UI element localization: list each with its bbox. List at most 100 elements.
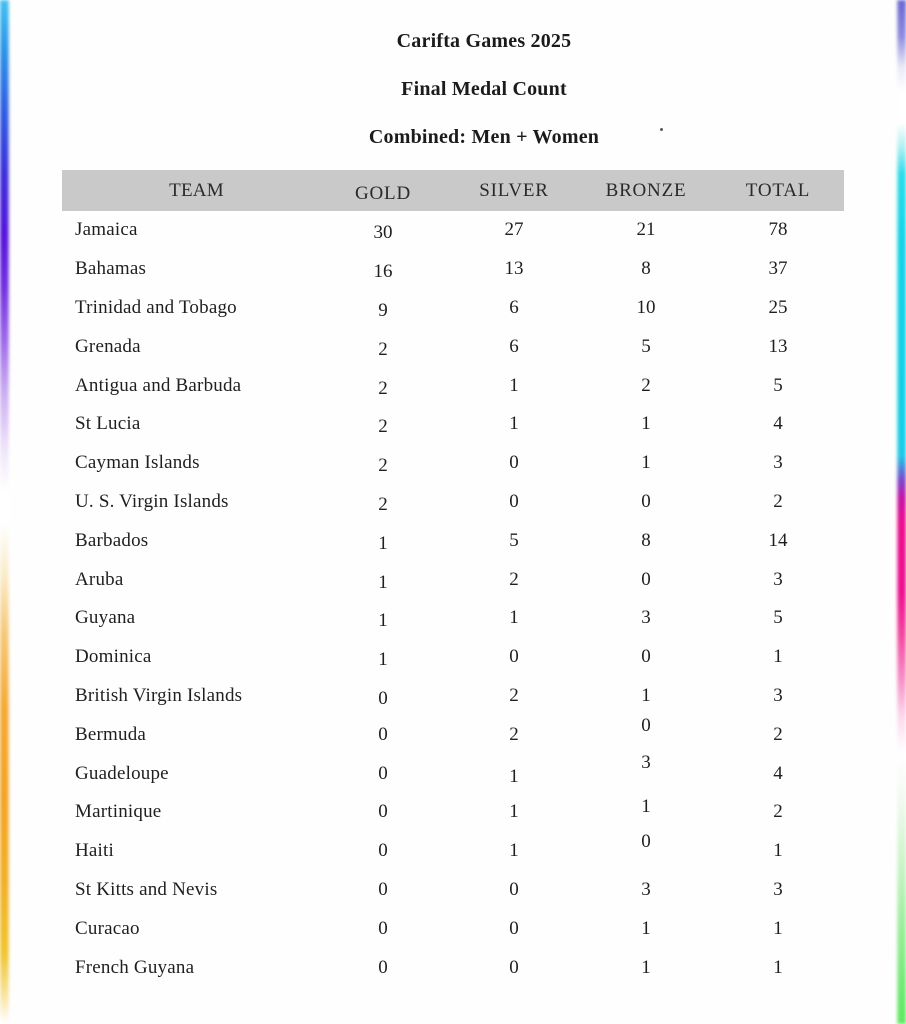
gold-value: 0 [378,723,388,745]
total-value: 1 [773,646,783,668]
silver-value: 1 [509,413,519,435]
team-value: Jamaica [75,219,138,241]
table-row: Aruba 1 2 0 3 [62,560,844,599]
gold-value: 30 [373,222,393,244]
silver-value: 2 [509,568,519,590]
table-row: Trinidad and Tobago 9 6 10 25 [62,289,844,328]
silver-value: 1 [509,374,519,396]
team-value: Bermuda [75,723,147,745]
silver-value: 1 [509,607,519,629]
silver-value: 5 [509,529,519,551]
gold-value: 1 [378,610,388,632]
silver-value: 6 [509,296,519,318]
bronze-value: 1 [641,413,651,435]
silver-count-cell: 1 [448,413,580,435]
silver-count-cell: 1 [448,840,580,862]
silver-value: 6 [509,335,519,357]
bronze-value: 8 [641,529,651,551]
team-value: U. S. Virgin Islands [75,490,229,512]
silver-count-cell: 0 [448,452,580,474]
bronze-count-cell: 3 [580,607,712,629]
bronze-count-cell: 8 [580,258,712,280]
total-count-cell: 1 [712,646,844,668]
table-row: Barbados 1 5 8 14 [62,521,844,560]
gold-value: 0 [378,878,388,900]
team-value: Guyana [75,607,136,629]
gold-count-cell: 9 [318,297,448,321]
gold-count-cell: 0 [318,724,448,746]
total-count-cell: 4 [712,763,844,785]
silver-count-cell: 0 [448,646,580,668]
total-value: 4 [773,413,783,435]
team-name-cell: Cayman Islands [62,452,318,474]
gold-count-cell: 1 [318,530,448,554]
gold-count-cell: 0 [318,685,448,709]
silver-count-cell: 1 [448,375,580,397]
total-value: 5 [773,374,783,396]
gold-count-cell: 16 [318,258,448,282]
gold-value: 1 [378,571,388,593]
table-row: British Virgin Islands 0 2 1 3 [62,677,844,716]
team-value: St Kitts and Nevis [75,878,218,900]
bronze-value: 3 [641,751,651,773]
table-row: Dominica 1 0 0 1 [62,638,844,677]
team-name-cell: Guyana [62,607,318,629]
bronze-value: 5 [641,335,651,357]
gold-value: 2 [378,455,388,477]
bronze-value: 0 [641,490,651,512]
silver-count-cell: 2 [448,569,580,591]
table-row: French Guyana 0 0 1 1 [62,948,844,987]
gold-count-cell: 1 [318,646,448,670]
bronze-value: 1 [641,796,651,818]
bronze-count-cell: 0 [580,646,712,668]
silver-value: 1 [509,801,519,823]
gold-value: 2 [378,416,388,438]
gold-value: 2 [378,377,388,399]
gold-value: 0 [378,840,388,862]
total-value: 2 [773,723,783,745]
column-header-gold: GOLD [355,182,411,204]
bronze-count-cell: 8 [580,530,712,552]
bronze-count-cell: 0 [580,831,712,862]
team-name-cell: Grenada [62,336,318,358]
team-value: St Lucia [75,413,141,435]
total-value: 13 [768,335,788,357]
silver-count-cell: 27 [448,219,580,241]
bronze-count-cell: 2 [580,375,712,397]
gold-count-cell: 2 [318,375,448,399]
total-value: 3 [773,684,783,706]
team-value: French Guyana [75,956,195,978]
bronze-value: 8 [641,258,651,280]
team-name-cell: French Guyana [62,957,318,979]
silver-value: 0 [509,490,519,512]
table-row: U. S. Virgin Islands 2 0 0 2 [62,483,844,522]
gold-count-cell: 2 [318,413,448,438]
team-name-cell: Martinique [62,801,318,823]
silver-value: 0 [509,917,519,939]
column-header-total: TOTAL [745,179,811,201]
gold-count-cell: 1 [318,569,448,593]
bronze-count-cell: 1 [580,685,712,707]
bronze-value: 1 [641,956,651,978]
total-count-cell: 3 [712,452,844,474]
total-count-cell: 5 [712,375,844,397]
team-name-cell: Haiti [62,840,318,862]
left-gradient-border [0,0,13,1024]
team-name-cell: U. S. Virgin Islands [62,491,318,513]
bronze-value: 10 [636,296,656,318]
silver-count-cell: 2 [448,685,580,707]
total-count-cell: 1 [712,957,844,979]
total-count-cell: 2 [712,724,844,746]
gold-count-cell: 0 [318,801,448,823]
silver-value: 0 [509,878,519,900]
team-name-cell: Dominica [62,646,318,668]
total-count-cell: 25 [712,297,844,319]
team-value: Barbados [75,529,149,551]
gold-value: 1 [378,532,388,554]
team-value: Cayman Islands [75,452,200,474]
document-title: Carifta Games 2025 [396,30,572,52]
gold-value: 0 [378,917,388,939]
table-row: Martinique 0 1 1 2 [62,793,844,832]
total-value: 3 [773,878,783,900]
